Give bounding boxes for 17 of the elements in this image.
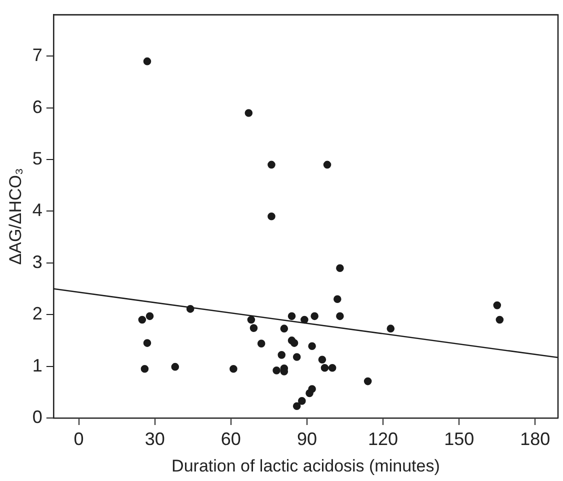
y-tick-label: 0 <box>32 406 42 427</box>
y-tick-label: 6 <box>32 96 42 117</box>
x-tick-label: 120 <box>368 428 398 449</box>
x-tick-label: 180 <box>520 428 550 449</box>
x-tick-label: 90 <box>296 428 317 449</box>
x-tick-label: 60 <box>220 428 241 449</box>
x-axis-title: Duration of lactic acidosis (minutes) <box>172 456 440 476</box>
x-tick-label: 150 <box>444 428 474 449</box>
y-tick-label: 7 <box>32 45 42 66</box>
y-tick-label: 3 <box>32 252 42 272</box>
y-tick-label: 5 <box>32 148 42 169</box>
x-tick-label: 0 <box>74 428 84 449</box>
y-tick-label: 4 <box>32 200 42 220</box>
y-tick-label: 2 <box>32 304 42 324</box>
y-axis-title: ΔAG/ΔHCO₃ <box>6 168 25 265</box>
x-tick-label: 30 <box>144 428 165 449</box>
y-tick-label: 1 <box>32 355 42 376</box>
